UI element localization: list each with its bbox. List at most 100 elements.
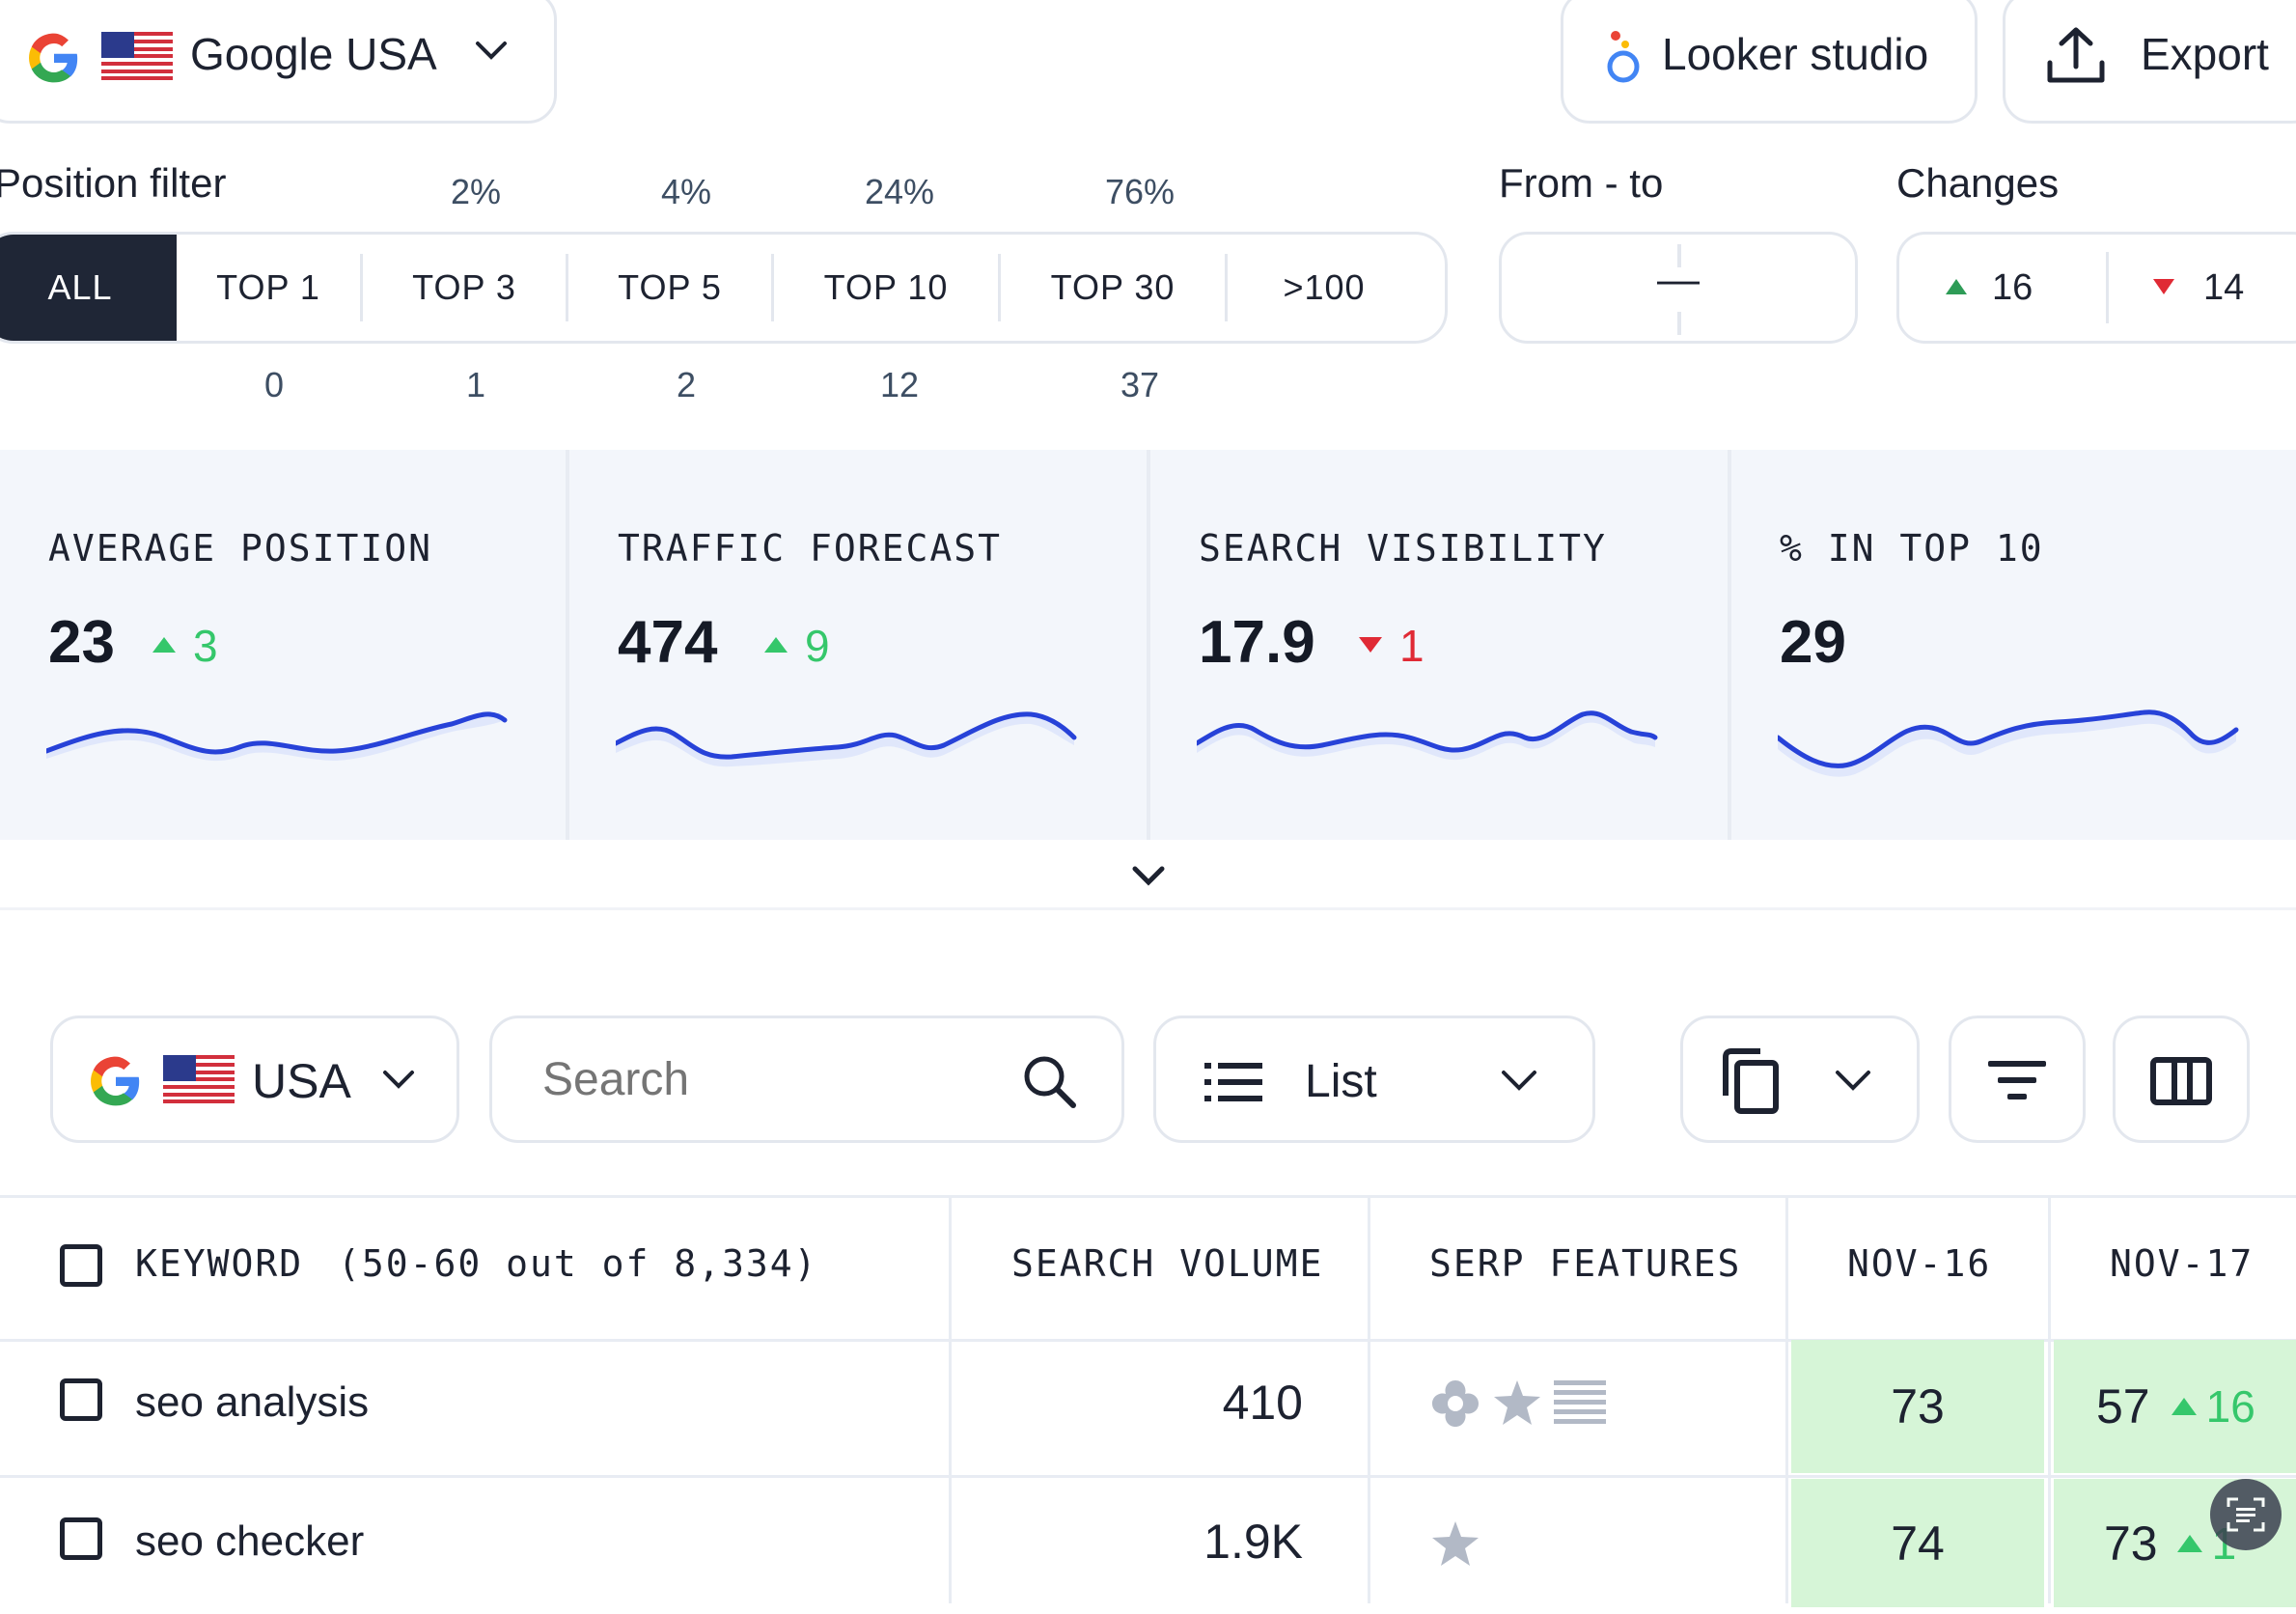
- scan-fab-button[interactable]: [2210, 1479, 2282, 1550]
- position-cell: 57 16: [2054, 1340, 2296, 1473]
- list-icon: [1204, 1063, 1262, 1101]
- percent-top3: 2%: [450, 172, 502, 211]
- segment-divider: [998, 254, 1001, 321]
- segment-divider: [566, 254, 568, 321]
- column-divider: [2048, 1195, 2051, 1603]
- search-icon[interactable]: [1021, 1053, 1079, 1111]
- filter-button[interactable]: [1949, 1016, 2086, 1143]
- changes-up-count: 16: [1992, 267, 2033, 308]
- changes-title: Changes: [1896, 160, 2060, 206]
- chevron-down-icon: [383, 1071, 414, 1089]
- keyword-range: (50-60 out of 8,334): [338, 1242, 818, 1285]
- column-header-serp-features[interactable]: SERP FEATURES: [1429, 1242, 1742, 1285]
- view-mode-label: List: [1305, 1056, 1377, 1107]
- table-row[interactable]: seo analysis 410 73 57 16: [0, 1336, 2296, 1478]
- columns-icon: [2150, 1057, 2212, 1105]
- segment-divider: [771, 254, 774, 321]
- column-header-date-1[interactable]: NOV-16: [1847, 1242, 1992, 1285]
- metric-delta: 3: [193, 621, 218, 671]
- sparkline: [616, 711, 1077, 767]
- metric-label: TRAFFIC FORECAST: [618, 527, 1003, 570]
- engine-selector-small[interactable]: USA: [50, 1016, 459, 1143]
- segment-all[interactable]: ALL: [0, 235, 177, 341]
- local-pack-icon: [1432, 1380, 1479, 1427]
- changes-box: 16 14: [1896, 232, 2296, 344]
- column-header-date-2[interactable]: NOV-17: [2110, 1242, 2255, 1285]
- search-field[interactable]: [489, 1016, 1124, 1143]
- from-to-input[interactable]: —: [1499, 232, 1858, 344]
- sparkline: [1778, 710, 2239, 777]
- list-icon: [1554, 1380, 1606, 1424]
- metric-card-in-top-10[interactable]: % IN TOP 10 29: [1731, 450, 2296, 840]
- segment-top3[interactable]: TOP 3: [412, 267, 516, 307]
- metric-label: % IN TOP 10: [1780, 527, 2044, 570]
- engine-selector[interactable]: Google USA: [0, 0, 557, 124]
- segment-over100[interactable]: >100: [1283, 267, 1366, 307]
- table-row[interactable]: seo checker 1.9K 74 73 1: [0, 1475, 2296, 1614]
- star-icon: [1432, 1521, 1479, 1566]
- column-divider: [949, 1195, 952, 1603]
- metric-label: AVERAGE POSITION: [48, 527, 433, 570]
- column-header-search-volume[interactable]: SEARCH VOLUME: [1011, 1242, 1324, 1285]
- scan-text-icon: [2227, 1497, 2265, 1532]
- position-filter-bar: ALL TOP 1 TOP 3 TOP 5 TOP 10 TOP 30 >100: [0, 232, 1448, 344]
- metric-card-average-position[interactable]: AVERAGE POSITION 23 3: [0, 450, 569, 840]
- segment-divider: [1225, 254, 1228, 321]
- view-mode-select[interactable]: List: [1153, 1016, 1595, 1143]
- looker-icon: [1607, 31, 1640, 83]
- arrow-down-icon: [1359, 637, 1382, 653]
- filter-icon: [1988, 1061, 2046, 1099]
- volume-cell: 1.9K: [1203, 1515, 1303, 1569]
- chevron-down-icon: [1502, 1071, 1536, 1091]
- star-icon: [1494, 1380, 1540, 1425]
- expand-chevron-icon[interactable]: [1131, 865, 1166, 888]
- column-divider: [1785, 1195, 1788, 1603]
- column-header-keyword[interactable]: KEYWORD: [135, 1242, 304, 1285]
- arrow-up-icon: [2171, 1398, 2197, 1415]
- arrow-up-icon: [152, 637, 176, 653]
- arrow-down-icon: [2153, 279, 2174, 294]
- google-logo-icon: [29, 33, 78, 83]
- metrics-panel: AVERAGE POSITION 23 3 TRAFFIC FORECAST 4…: [0, 450, 2296, 840]
- percent-top5: 4%: [660, 172, 712, 211]
- changes-divider: [2106, 252, 2109, 323]
- engine-label: Google USA: [190, 29, 437, 79]
- from-to-divider-bottom: [1677, 312, 1681, 335]
- metric-card-traffic-forecast[interactable]: TRAFFIC FORECAST 474 9: [569, 450, 1150, 840]
- keyword-cell[interactable]: seo checker: [135, 1517, 365, 1565]
- arrow-up-icon: [2176, 1534, 2202, 1552]
- metric-value: 474: [618, 609, 718, 676]
- engine-label: USA: [252, 1054, 351, 1108]
- metric-label: SEARCH VISIBILITY: [1199, 527, 1607, 570]
- looker-studio-button[interactable]: Looker studio: [1561, 0, 1978, 124]
- segment-top10[interactable]: TOP 10: [823, 267, 949, 307]
- chevron-down-icon: [476, 42, 507, 60]
- position-value: 57: [2096, 1379, 2150, 1433]
- segment-top30[interactable]: TOP 30: [1050, 267, 1176, 307]
- from-to-value: —: [1657, 256, 1700, 303]
- segment-top1[interactable]: TOP 1: [216, 267, 320, 307]
- percent-top30: 76%: [1104, 172, 1176, 211]
- count-top3: 1: [465, 365, 486, 404]
- us-flag-icon: [101, 32, 173, 80]
- changes-up-button[interactable]: 16: [1899, 235, 2106, 341]
- position-cell: 74: [1791, 1479, 2044, 1607]
- chevron-down-icon: [1836, 1071, 1870, 1091]
- segment-top5[interactable]: TOP 5: [618, 267, 722, 307]
- columns-button[interactable]: [2113, 1016, 2250, 1143]
- keyword-cell[interactable]: seo analysis: [135, 1378, 370, 1426]
- export-label: Export: [2141, 29, 2269, 79]
- sparkline: [1197, 710, 1658, 761]
- copy-menu-button[interactable]: [1680, 1016, 1920, 1143]
- from-to-title: From - to: [1499, 160, 1664, 206]
- metric-delta: 9: [805, 621, 830, 671]
- changes-down-button[interactable]: 14: [2109, 235, 2296, 341]
- position-value: 73: [2104, 1516, 2158, 1571]
- row-checkbox[interactable]: [60, 1378, 102, 1421]
- select-all-checkbox[interactable]: [60, 1244, 102, 1287]
- position-filter-title: Position filter: [0, 160, 227, 206]
- metric-card-search-visibility[interactable]: SEARCH VISIBILITY 17.9 1: [1150, 450, 1731, 840]
- search-input[interactable]: [540, 1047, 988, 1111]
- export-button[interactable]: Export: [2003, 0, 2296, 124]
- row-checkbox[interactable]: [60, 1517, 102, 1560]
